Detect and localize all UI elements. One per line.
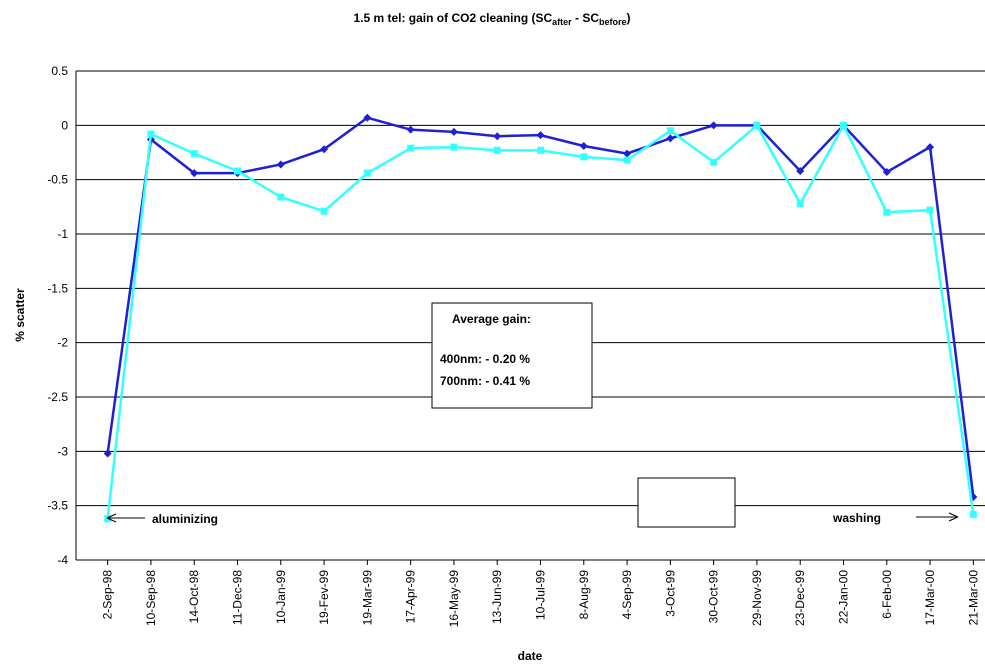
marker <box>407 144 415 152</box>
x-tick-label: 4-Sep-99 <box>620 570 634 620</box>
marker <box>493 146 501 154</box>
y-tick-label: -3.5 <box>47 499 68 513</box>
x-tick-label: 6-Feb-00 <box>880 570 894 619</box>
x-tick-label: 10-Jan-99 <box>274 570 288 624</box>
marker <box>190 150 198 158</box>
x-tick-label: 16-May-99 <box>447 570 461 628</box>
arrow <box>106 513 145 523</box>
marker <box>796 200 804 208</box>
y-tick-label: -2 <box>57 336 68 350</box>
x-tick-label: 22-Jan-00 <box>837 570 851 624</box>
marker <box>926 206 934 214</box>
marker <box>363 169 371 177</box>
marker <box>883 208 891 216</box>
x-tick-label: 30-Oct-99 <box>707 570 721 624</box>
x-tick-label: 14-Oct-98 <box>187 570 201 624</box>
marker <box>580 153 588 161</box>
arrow <box>916 512 959 522</box>
chart-title: 1.5 m tel: gain of CO2 cleaning (SCafter… <box>353 11 630 27</box>
marker <box>796 166 805 175</box>
x-tick-label: 11-Dec-98 <box>231 570 245 625</box>
marker <box>103 449 112 458</box>
y-tick-label: -4 <box>57 553 68 567</box>
marker <box>234 167 241 175</box>
marker <box>969 510 977 518</box>
marker <box>537 146 544 154</box>
marker <box>320 145 329 154</box>
marker <box>623 149 632 158</box>
marker <box>147 130 155 138</box>
x-tick-label: 29-Nov-99 <box>750 570 764 626</box>
y-tick-label: -1 <box>57 227 68 241</box>
marker <box>710 158 718 166</box>
marker <box>536 131 545 140</box>
annotation-text: aluminizing <box>152 512 218 526</box>
x-tick-label: 8-Aug-99 <box>577 570 591 620</box>
title-subscript: after <box>552 17 572 27</box>
x-tick-label: 21-Mar-00 <box>966 570 980 626</box>
marker <box>276 160 285 169</box>
x-tick-label: 23-Dec-99 <box>793 570 807 626</box>
marker <box>320 207 328 215</box>
y-tick-label: 0.5 <box>51 64 68 78</box>
marker <box>709 121 718 130</box>
marker <box>840 121 847 129</box>
marker <box>449 127 458 136</box>
x-tick-label: 10-Sep-98 <box>144 570 158 626</box>
x-tick-label: 17-Mar-00 <box>923 570 937 626</box>
marker <box>190 169 199 178</box>
title-part: 1.5 m tel: gain of CO2 cleaning (SC <box>353 11 552 25</box>
y-tick-label: -2.5 <box>47 390 68 404</box>
marker <box>406 125 415 134</box>
annotation-text: washing <box>832 511 881 525</box>
marker <box>579 141 588 150</box>
marker <box>277 193 285 201</box>
title-part: ) <box>627 11 631 25</box>
marker <box>753 121 761 129</box>
x-tick-label: 13-Jun-99 <box>490 570 504 624</box>
x-tick-label: 10-Jul-99 <box>534 570 548 620</box>
x-tick-label: 17-Apr-99 <box>404 570 418 624</box>
annotation-box <box>431 302 593 409</box>
x-tick-label: 19-Mar-99 <box>360 570 374 626</box>
marker <box>493 132 502 141</box>
marker <box>882 168 891 177</box>
y-tick-label: -3 <box>57 444 68 458</box>
annotation-text: 700nm: - 0.41 % <box>440 374 530 388</box>
marker <box>666 134 675 143</box>
marker <box>666 127 674 135</box>
x-tick-label: 2-Sep-98 <box>101 570 115 620</box>
marker <box>363 113 372 122</box>
x-tick-label: 3-Oct-99 <box>663 570 677 617</box>
x-axis-label: date <box>518 649 543 663</box>
y-axis-label: % scatter <box>13 288 27 342</box>
marker <box>623 156 631 164</box>
y-tick-label: -1.5 <box>47 281 68 295</box>
legend-box <box>637 477 736 528</box>
y-tick-label: 0 <box>61 118 68 132</box>
marker <box>450 143 458 151</box>
title-subscript: before <box>599 17 627 27</box>
annotation-text: Average gain: <box>452 312 531 326</box>
marker <box>926 143 935 152</box>
x-tick-label: 19-Fev-99 <box>317 570 331 625</box>
y-tick-label: -0.5 <box>47 173 68 187</box>
title-part: - SC <box>572 11 600 25</box>
annotation-text: 400nm: - 0.20 % <box>440 352 530 366</box>
